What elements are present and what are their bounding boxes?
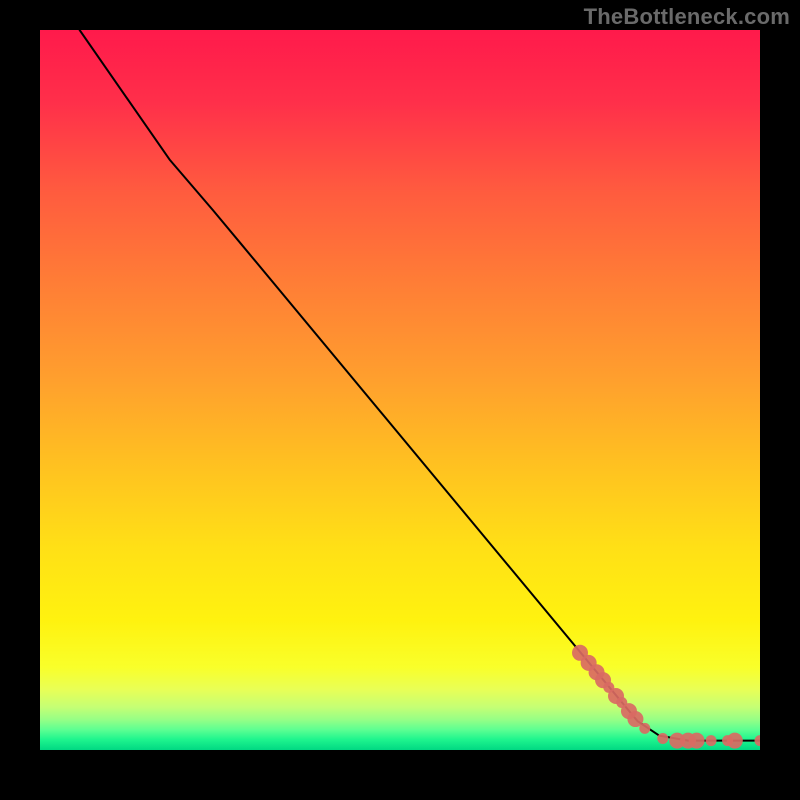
chart-stage: TheBottleneck.com [0,0,800,800]
data-marker [727,733,743,749]
data-marker [706,735,717,746]
data-marker [689,733,705,749]
chart-svg [40,30,760,750]
watermark-text: TheBottleneck.com [584,4,790,30]
data-marker [639,723,650,734]
data-marker [657,733,668,744]
gradient-background [40,30,760,750]
